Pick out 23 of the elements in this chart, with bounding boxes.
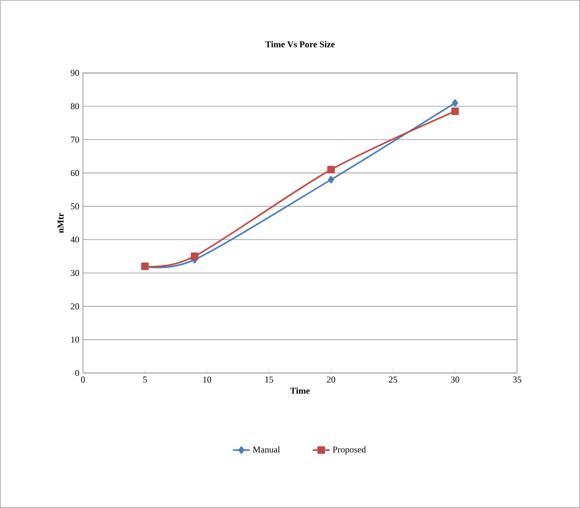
legend-label: Manual bbox=[252, 446, 280, 453]
y-axis-title: nMtr bbox=[58, 212, 64, 233]
x-axis-title: Time bbox=[290, 387, 310, 394]
y-tick-label: 40 bbox=[70, 236, 80, 243]
y-tick-label: 0 bbox=[75, 370, 80, 376]
y-tick-label: 90 bbox=[70, 70, 80, 76]
x-tick-label: 15 bbox=[265, 376, 274, 383]
x-tick-label: 5 bbox=[143, 376, 147, 383]
y-tick-label: 80 bbox=[70, 103, 80, 110]
x-tick-label: 30 bbox=[451, 376, 460, 383]
x-tick-label: 10 bbox=[203, 376, 212, 383]
x-tick-label: 35 bbox=[513, 376, 522, 383]
x-tick-label: 0 bbox=[81, 376, 85, 383]
x-tick-label: 20 bbox=[326, 376, 336, 383]
y-tick-label: 70 bbox=[71, 136, 80, 143]
y-tick-label: 10 bbox=[71, 336, 80, 343]
chart-title: Time Vs Pore Size bbox=[265, 41, 335, 48]
y-tick-label: 60 bbox=[70, 170, 80, 176]
y-tick-label: 50 bbox=[70, 203, 80, 210]
y-tick-label: 20 bbox=[70, 303, 80, 310]
legend-label: Proposed bbox=[332, 446, 366, 454]
x-tick-label: 25 bbox=[388, 376, 398, 383]
y-tick-label: 30 bbox=[70, 270, 80, 276]
